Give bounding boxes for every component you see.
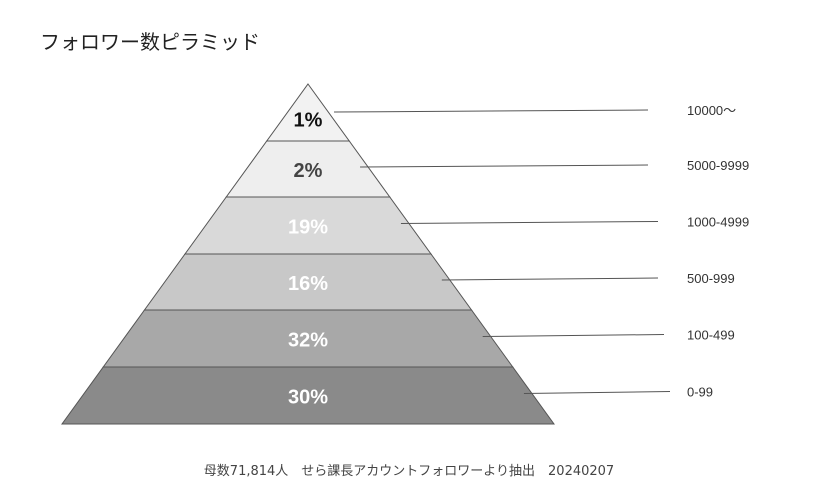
pyramid-tier-5 bbox=[61, 366, 555, 425]
chart-title: フォロワー数ピラミッド bbox=[40, 30, 260, 54]
tier-value-label-4: 32% bbox=[288, 330, 328, 352]
tier-category-label-0: 10000〜 bbox=[687, 103, 736, 118]
tier-value-label-0: 1% bbox=[294, 110, 323, 132]
tier-category-label-3: 500-999 bbox=[687, 271, 735, 286]
leader-line-5 bbox=[523, 391, 671, 394]
leader-line-0 bbox=[333, 109, 649, 113]
leader-line-1 bbox=[360, 164, 649, 168]
leader-line-4 bbox=[482, 334, 665, 337]
tier-category-label-1: 5000-9999 bbox=[687, 158, 749, 173]
tier-category-label-5: 0-99 bbox=[687, 385, 713, 400]
tier-value-label-3: 16% bbox=[288, 273, 328, 295]
tier-category-label-4: 100-499 bbox=[687, 328, 735, 343]
tier-category-label-2: 1000-4999 bbox=[687, 215, 749, 230]
leader-line-3 bbox=[441, 277, 659, 281]
tier-value-label-1: 2% bbox=[294, 160, 323, 182]
tier-value-label-2: 19% bbox=[288, 217, 328, 239]
leader-line-2 bbox=[400, 221, 659, 224]
chart-footnote: 母数71,814人 せら課長アカウントフォロワーより抽出 20240207 bbox=[203, 464, 615, 479]
tier-value-label-5: 30% bbox=[288, 387, 328, 409]
